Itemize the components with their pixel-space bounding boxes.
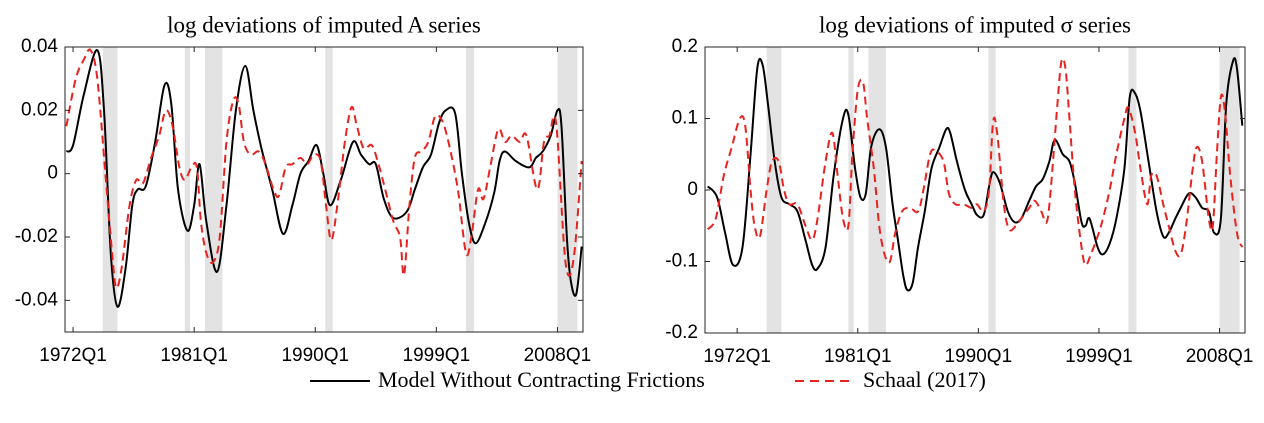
y-tick-label: -0.04: [15, 289, 59, 310]
x-tick-label: 1999Q1: [1065, 346, 1133, 367]
shaded-period: [204, 47, 223, 332]
x-tick-label: 1972Q1: [703, 346, 771, 367]
y-tick-label: 0.02: [21, 99, 58, 120]
shaded-period: [988, 47, 996, 333]
shaded-period: [102, 47, 118, 332]
plot-frame: [704, 46, 1246, 334]
chart-title: log deviations of imputed A series: [167, 12, 481, 37]
shaded-period: [1128, 47, 1137, 333]
x-tick-label: 2008Q1: [524, 345, 592, 366]
y-tick-label: 0.1: [672, 108, 698, 129]
x-tick-label: 1981Q1: [160, 345, 228, 366]
chart-title: log deviations of imputed σ series: [819, 12, 1131, 37]
x-tick-label: 1990Q1: [945, 346, 1013, 367]
shaded-period: [465, 47, 475, 332]
x-tick-label: 2008Q1: [1186, 346, 1254, 367]
y-tick-label: 0.04: [21, 36, 58, 57]
y-tick-label: 0: [47, 163, 58, 184]
y-tick-label: -0.02: [15, 226, 58, 247]
shaded-period: [184, 47, 191, 332]
legend-label: Schaal (2017): [863, 367, 986, 392]
y-tick-label: -0.2: [665, 322, 698, 343]
x-tick-label: 1990Q1: [281, 345, 349, 366]
plot-frame: [64, 46, 584, 333]
series-line: [65, 49, 583, 308]
series-line: [706, 57, 1244, 292]
x-tick-label: 1999Q1: [403, 345, 471, 366]
y-tick-label: 0.2: [672, 36, 698, 57]
y-tick-label: 0: [687, 179, 698, 200]
shaded-period: [325, 47, 333, 332]
legend-label: Model Without Contracting Frictions: [378, 367, 705, 392]
series-line: [706, 57, 1244, 267]
series-line: [65, 48, 583, 290]
shaded-period: [868, 47, 886, 333]
x-tick-label: 1972Q1: [39, 345, 107, 366]
y-tick-label: -0.1: [665, 251, 698, 272]
x-tick-label: 1981Q1: [824, 346, 892, 367]
